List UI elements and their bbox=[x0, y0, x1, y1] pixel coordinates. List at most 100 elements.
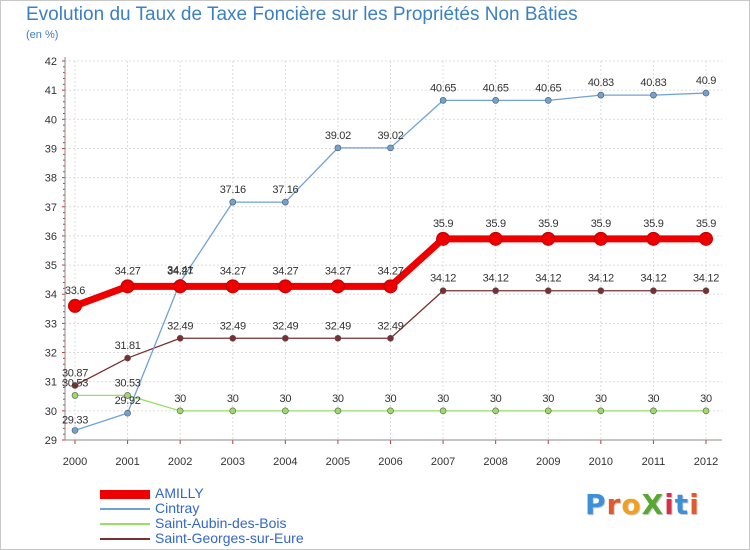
data-point bbox=[544, 97, 552, 104]
data-point bbox=[544, 287, 552, 295]
data-point bbox=[229, 407, 237, 415]
data-point bbox=[282, 407, 289, 415]
legend-item: Saint-Aubin-des-Bois bbox=[100, 515, 360, 531]
y-tick-label: 36 bbox=[45, 231, 57, 243]
data-label: 34.12 bbox=[535, 273, 561, 285]
data-label: 30 bbox=[648, 393, 660, 405]
data-point bbox=[71, 382, 79, 389]
logo-letter: i bbox=[664, 488, 675, 521]
logo-letter: t bbox=[674, 488, 690, 521]
data-point bbox=[439, 97, 447, 104]
legend-label: AMILLY bbox=[155, 485, 204, 501]
y-tick-label: 37 bbox=[45, 202, 57, 214]
logo-letter: r bbox=[606, 488, 622, 521]
y-tick-label: 38 bbox=[45, 173, 57, 185]
x-tick-label: 2008 bbox=[483, 456, 507, 468]
data-point bbox=[541, 231, 556, 246]
data-label: 30 bbox=[490, 393, 502, 405]
data-label: 34.27 bbox=[115, 265, 141, 277]
data-point bbox=[334, 407, 342, 415]
data-label: 30 bbox=[437, 393, 449, 405]
data-label: 30 bbox=[595, 393, 607, 405]
data-label: 34.12 bbox=[693, 273, 719, 285]
data-point bbox=[176, 334, 184, 342]
y-tick-label: 39 bbox=[45, 143, 57, 155]
data-label: 33.6 bbox=[65, 285, 85, 297]
y-tick-label: 41 bbox=[45, 85, 57, 97]
data-point bbox=[387, 407, 394, 415]
x-tick-label: 2007 bbox=[431, 456, 455, 468]
data-point bbox=[702, 287, 710, 295]
data-point bbox=[124, 354, 131, 362]
data-label: 34.41 bbox=[167, 264, 193, 276]
legend-label: Cintray bbox=[155, 500, 200, 516]
data-point bbox=[229, 334, 237, 342]
data-point bbox=[334, 334, 342, 342]
data-label: 30.87 bbox=[62, 367, 88, 379]
data-label: 30 bbox=[700, 393, 712, 405]
x-tick-label: 2012 bbox=[694, 456, 718, 468]
data-label: 32.49 bbox=[325, 320, 351, 332]
data-label: 37.16 bbox=[272, 184, 298, 196]
data-point bbox=[282, 198, 289, 206]
legend-item: Cintray bbox=[100, 500, 360, 516]
legend-swatch bbox=[100, 508, 150, 510]
legend-swatch bbox=[100, 523, 150, 525]
data-label: 40.65 bbox=[483, 82, 509, 94]
data-point bbox=[702, 407, 710, 415]
y-tick-label: 31 bbox=[45, 377, 57, 389]
legend-swatch bbox=[100, 490, 150, 499]
data-label: 30 bbox=[227, 393, 239, 405]
data-point bbox=[597, 407, 605, 415]
data-point bbox=[650, 287, 657, 295]
legend-label: Saint-Aubin-des-Bois bbox=[155, 515, 287, 531]
data-point bbox=[124, 392, 131, 399]
x-tick-label: 2001 bbox=[115, 456, 139, 468]
data-point bbox=[225, 279, 240, 294]
data-point bbox=[278, 279, 293, 294]
x-tick-label: 2011 bbox=[642, 456, 666, 468]
data-label: 30 bbox=[332, 393, 344, 405]
data-point bbox=[699, 231, 713, 246]
y-tick-label: 42 bbox=[45, 56, 57, 68]
data-point bbox=[387, 334, 394, 342]
data-label: 31.81 bbox=[115, 340, 141, 352]
data-point bbox=[173, 279, 188, 294]
data-label: 30 bbox=[174, 393, 186, 405]
y-tick-label: 33 bbox=[45, 318, 57, 330]
data-label: 40.65 bbox=[535, 82, 561, 94]
data-label: 35.9 bbox=[538, 218, 558, 230]
x-tick-label: 2006 bbox=[378, 456, 402, 468]
logo-letter: i bbox=[689, 488, 700, 521]
data-point bbox=[176, 407, 184, 415]
data-point bbox=[387, 144, 394, 152]
data-point bbox=[120, 279, 135, 294]
data-label: 30.53 bbox=[62, 377, 88, 389]
data-point bbox=[229, 198, 237, 206]
y-tick-label: 30 bbox=[45, 406, 57, 418]
data-label: 34.27 bbox=[167, 265, 193, 277]
logo-letter: X bbox=[641, 488, 665, 521]
data-label: 30 bbox=[280, 393, 292, 405]
data-point bbox=[124, 409, 131, 417]
data-point bbox=[650, 91, 657, 99]
x-tick-label: 2004 bbox=[273, 456, 297, 468]
data-label: 35.9 bbox=[643, 218, 663, 230]
data-point bbox=[282, 334, 289, 342]
data-label: 40.83 bbox=[640, 77, 666, 89]
data-point bbox=[702, 89, 710, 97]
y-tick-label: 40 bbox=[45, 114, 57, 126]
data-label: 34.27 bbox=[325, 265, 351, 277]
data-point bbox=[544, 407, 552, 415]
data-label: 39.02 bbox=[377, 130, 403, 142]
data-label: 30 bbox=[385, 393, 397, 405]
data-label: 34.12 bbox=[588, 273, 614, 285]
data-label: 35.9 bbox=[591, 218, 611, 230]
data-point bbox=[650, 407, 657, 415]
data-label: 32.49 bbox=[377, 320, 403, 332]
data-label: 40.65 bbox=[430, 82, 456, 94]
data-point bbox=[593, 231, 608, 246]
data-label: 37.16 bbox=[220, 184, 246, 196]
data-point bbox=[597, 287, 605, 295]
